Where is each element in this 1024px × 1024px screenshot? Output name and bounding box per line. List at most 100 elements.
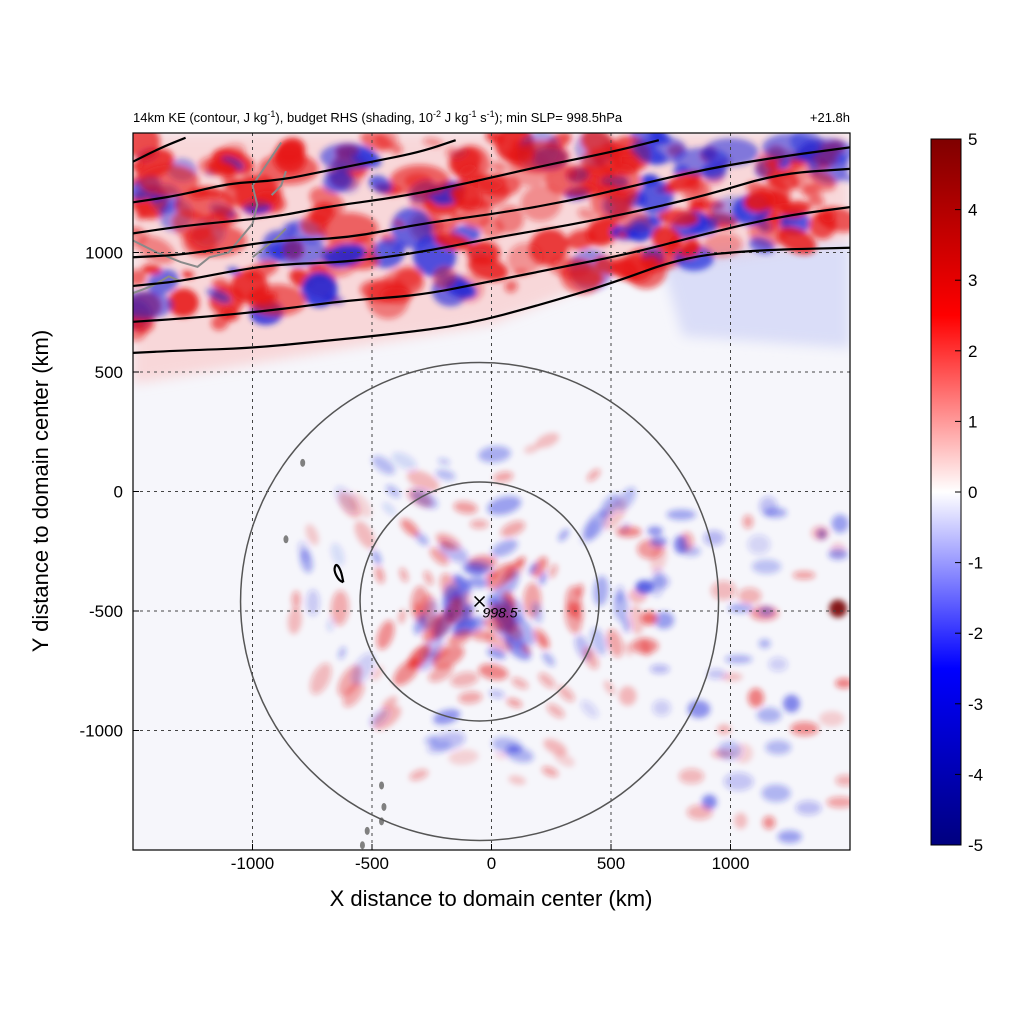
colorbar-tick-label: 5 <box>968 130 977 149</box>
y-axis-label: Y distance to domain center (km) <box>28 330 53 652</box>
shading-cell <box>322 170 353 193</box>
shading-cell <box>538 572 547 586</box>
shading-cell <box>717 724 732 735</box>
shading-cell <box>458 691 483 704</box>
shading-cell <box>580 700 599 718</box>
shading-cell <box>478 446 511 463</box>
shading-cell <box>831 514 849 533</box>
forecast-time-label: +21.8h <box>810 110 850 125</box>
shading-cell <box>390 143 403 156</box>
shading-cell <box>409 195 435 211</box>
shading-cell <box>758 606 774 617</box>
shading-cell <box>351 652 375 685</box>
shading-cell <box>466 576 490 589</box>
shading-cell <box>557 685 575 702</box>
y-tick-label: -1000 <box>80 722 123 741</box>
shading-cell <box>448 147 482 176</box>
x-axis-ticks: -1000 -500 0 500 1000 <box>231 844 749 873</box>
shading-cell <box>790 721 819 736</box>
shading-cell <box>338 492 361 518</box>
shading-cell <box>490 161 507 173</box>
shading-cell <box>354 521 376 549</box>
shading-cell <box>410 489 438 509</box>
shading-cell <box>628 605 644 635</box>
shading-cell <box>382 502 396 516</box>
island <box>300 458 306 467</box>
colorbar-tick-label: -3 <box>968 695 983 714</box>
shading-cell <box>606 629 623 658</box>
shading-cell <box>500 520 526 538</box>
shading-cell <box>510 614 536 646</box>
storm-center-label: 998.5 <box>483 604 518 620</box>
ke-contour-line <box>133 246 850 354</box>
ke-contour-line <box>133 136 186 163</box>
shading-cell <box>342 681 364 708</box>
shading-cell <box>438 458 450 466</box>
shading-cell <box>756 707 782 723</box>
shading-cell <box>454 577 472 596</box>
shading-cell <box>221 156 244 171</box>
shading-cell <box>391 207 433 249</box>
shading-cell <box>630 638 659 654</box>
shading-cell <box>514 556 526 568</box>
shading-cell <box>432 266 457 289</box>
shading-cell <box>371 665 384 681</box>
shading-cell <box>687 700 711 719</box>
shading-cell <box>305 524 319 546</box>
shading-cell <box>738 587 762 605</box>
shading-cell <box>409 769 429 781</box>
x-tick-label: 0 <box>487 854 496 873</box>
shading-cell <box>398 609 407 624</box>
shading-cell <box>762 815 776 830</box>
shading-cell <box>742 514 754 529</box>
shading-cell <box>618 686 637 706</box>
shading-cell <box>757 220 772 233</box>
shading-cell <box>829 599 848 618</box>
shading-cell <box>615 526 642 538</box>
shading-cell <box>554 752 575 767</box>
ke-contour-line <box>133 167 850 288</box>
shading-cell <box>349 492 372 518</box>
shading-cell <box>470 629 494 641</box>
shading-cell <box>541 766 559 777</box>
x-tick-label: -1000 <box>231 854 274 873</box>
shading-cell <box>447 629 472 647</box>
shading-cell <box>461 603 475 619</box>
shading-cell <box>747 688 764 708</box>
shading-cell <box>535 432 560 448</box>
ke-contour-line <box>133 139 660 235</box>
shading-cell <box>641 611 658 626</box>
ke-contour-line <box>133 139 456 204</box>
shading-cell <box>330 542 345 566</box>
shading-cell <box>494 752 507 759</box>
shading-cell <box>453 501 478 514</box>
shading-cell <box>399 567 409 583</box>
shading-cell <box>721 672 743 682</box>
shading-cell <box>798 138 850 167</box>
shading-cell <box>792 571 816 580</box>
shading-cell <box>135 212 148 220</box>
shading-cell <box>533 628 550 650</box>
shading-cell <box>686 804 713 820</box>
shading-cell <box>504 280 518 293</box>
shading-cell <box>487 563 516 590</box>
shading-cell <box>808 211 837 240</box>
shading-cell <box>603 680 616 695</box>
x-axis-label: X distance to domain center (km) <box>330 886 653 911</box>
ke-contour-line <box>133 205 850 323</box>
shading-cell <box>450 671 479 687</box>
shading-cell <box>507 242 543 275</box>
shading-cell <box>528 562 538 575</box>
shading-cell <box>497 569 520 598</box>
shading-cell <box>584 510 608 540</box>
shading-cell <box>434 232 471 251</box>
y-tick-label: 0 <box>114 483 123 502</box>
shading-cell <box>678 768 705 784</box>
shading-cell <box>508 775 526 785</box>
shading-cell <box>360 133 393 152</box>
shading-cell <box>435 532 461 551</box>
shading-cell <box>616 487 636 511</box>
shading-cell <box>747 534 771 555</box>
colorbar-tick-label: 4 <box>968 201 977 220</box>
shading-cell <box>764 161 779 169</box>
